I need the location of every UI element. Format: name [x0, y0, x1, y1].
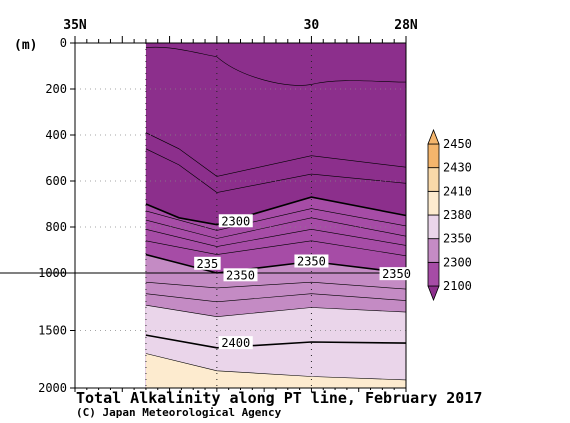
contour-line-layer: [145, 46, 407, 381]
contour-label: 2300: [221, 214, 250, 228]
x-tick-label: 35N: [63, 18, 87, 33]
colorbar: 2100 2300 2350 2380 2410 2430 2450: [427, 128, 472, 302]
y-axis-label: (m): [14, 38, 37, 53]
contour-label-bg: [379, 267, 414, 281]
colorbar-segment: [427, 261, 440, 287]
contour-label: 235: [197, 257, 219, 271]
chart-title: Total Alkalinity along PT line, February…: [76, 389, 483, 407]
contour-label-bg: [294, 254, 329, 268]
contour-line-2290: [145, 148, 407, 193]
colorbar-segment: [427, 238, 440, 263]
contour-line-2350: [145, 253, 407, 274]
colorbar-segment: [427, 190, 440, 216]
contour-line-2300: [145, 196, 407, 226]
contour-label-bg: [194, 256, 221, 270]
y-tick-label: 400: [45, 128, 67, 142]
contour-label: 2350: [382, 267, 411, 281]
colorbar-label: 2450: [443, 137, 472, 151]
contour-line-2380: [145, 304, 407, 318]
y-tick-label: 1000: [38, 266, 67, 280]
colorbar-segment: [427, 167, 440, 192]
contour-label-bg: [223, 268, 258, 282]
y-tick-label: 2000: [38, 381, 67, 395]
contour-fill-layer: [145, 43, 406, 388]
axes-layer: 35N 30 28N 0 200 400 600 800 1000 1500 2000: [0, 18, 418, 395]
contour-line-2320: [145, 217, 407, 239]
y-tick-label: 600: [45, 174, 67, 188]
colorbar-segment: [427, 143, 440, 169]
colorbar-arrow-high: [427, 128, 440, 145]
colorbar-label: 2350: [443, 232, 472, 246]
contour-line-2340: [145, 240, 407, 257]
x-tick-label: 30: [304, 18, 320, 33]
contour-label: 2350: [297, 255, 326, 269]
colorbar-label: 2430: [443, 161, 472, 175]
contour-line-2400: [145, 334, 407, 349]
contour-line-2330: [145, 228, 407, 247]
colorbar-label: 2410: [443, 184, 472, 198]
contour-line-2370: [145, 293, 407, 303]
contour-line-2310: [145, 208, 407, 231]
chart-credit: (C) Japan Meteorological Agency: [76, 406, 282, 419]
colorbar-label: 2100: [443, 279, 472, 293]
fill-band-2410: [145, 353, 406, 388]
contour-line-2410: [145, 353, 407, 381]
colorbar-arrow-low: [427, 285, 440, 302]
contour-label-bg: [218, 336, 253, 350]
y-tick-label: 800: [45, 220, 67, 234]
contour-line-surface: [145, 46, 407, 86]
colorbar-label: 2300: [443, 255, 472, 269]
contour-line-2360: [145, 281, 407, 290]
colorbar-label: 2380: [443, 208, 472, 222]
y-tick-label: 200: [45, 82, 67, 96]
contour-line-2280: [145, 132, 407, 177]
y-tick-label: 1500: [38, 324, 67, 338]
contour-label-layer: 2300 235 2350 2350 2350 2400: [194, 214, 414, 350]
x-tick-label: 28N: [394, 18, 418, 33]
contour-label: 2400: [221, 336, 250, 350]
contour-label-bg: [218, 214, 253, 228]
contour-label: 2350: [226, 268, 255, 282]
y-tick-label: 0: [60, 36, 67, 50]
colorbar-segment: [427, 214, 440, 240]
